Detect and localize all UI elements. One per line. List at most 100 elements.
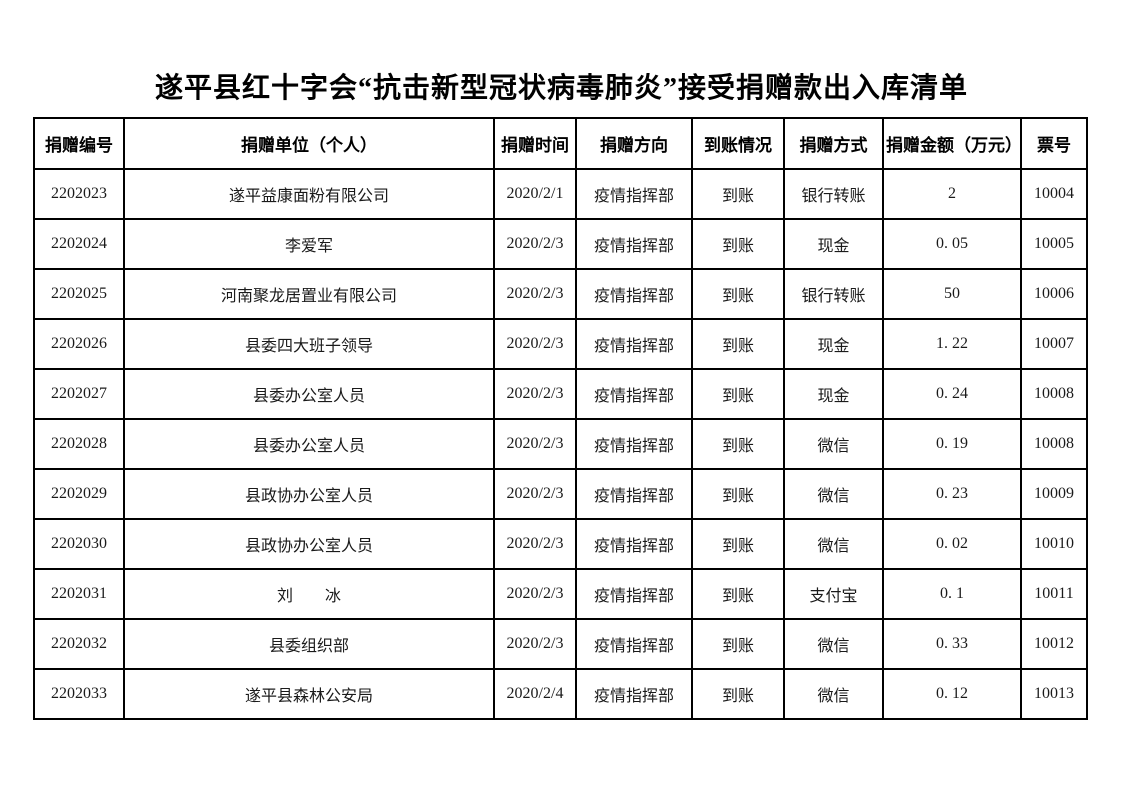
- cell-donation-id: 2202033: [33, 668, 125, 720]
- cell-direction: 疫情指挥部: [575, 568, 693, 620]
- cell-ticket-no: 10009: [1020, 468, 1088, 520]
- cell-donation-id: 2202025: [33, 268, 125, 320]
- cell-donation-date: 2020/2/3: [493, 468, 577, 520]
- cell-ticket-no: 10007: [1020, 318, 1088, 370]
- cell-amount: 0. 23: [882, 468, 1022, 520]
- cell-direction: 疫情指挥部: [575, 468, 693, 520]
- cell-arrival-status: 到账: [691, 268, 785, 320]
- cell-method: 微信: [783, 518, 884, 570]
- cell-direction: 疫情指挥部: [575, 668, 693, 720]
- cell-donation-id: 2202030: [33, 518, 125, 570]
- cell-method: 现金: [783, 218, 884, 270]
- cell-donation-date: 2020/2/3: [493, 618, 577, 670]
- cell-direction: 疫情指挥部: [575, 168, 693, 220]
- cell-donor: 河南聚龙居置业有限公司: [123, 268, 495, 320]
- cell-method: 现金: [783, 368, 884, 420]
- cell-donor: 县委四大班子领导: [123, 318, 495, 370]
- cell-donation-id: 2202032: [33, 618, 125, 670]
- header-row: 捐赠编号 捐赠单位（个人） 捐赠时间 捐赠方向 到账情况 捐赠方式 捐赠金额（万元） 票号: [33, 117, 1088, 170]
- cell-arrival-status: 到账: [691, 518, 785, 570]
- cell-ticket-no: 10008: [1020, 368, 1088, 420]
- cell-ticket-no: 10008: [1020, 418, 1088, 470]
- table-row: 2202024 李爱军 2020/2/3 疫情指挥部 到账 现金 0. 05 10005: [33, 218, 1088, 270]
- column-header-amount: 捐赠金额（万元）: [882, 117, 1022, 170]
- cell-donor: 刘 冰: [123, 568, 495, 620]
- table-row: 2202023 遂平益康面粉有限公司 2020/2/1 疫情指挥部 到账 银行转账 2 100…: [33, 168, 1088, 220]
- cell-method: 微信: [783, 618, 884, 670]
- cell-amount: 0. 05: [882, 218, 1022, 270]
- cell-donation-date: 2020/2/3: [493, 568, 577, 620]
- cell-ticket-no: 10010: [1020, 518, 1088, 570]
- cell-ticket-no: 10005: [1020, 218, 1088, 270]
- cell-arrival-status: 到账: [691, 568, 785, 620]
- cell-direction: 疫情指挥部: [575, 368, 693, 420]
- cell-amount: 0. 12: [882, 668, 1022, 720]
- table-row: 2202027 县委办公室人员 2020/2/3 疫情指挥部 到账 现金 0. 24 1000…: [33, 368, 1088, 420]
- column-header-donor: 捐赠单位（个人）: [123, 117, 495, 170]
- column-header-arrival-status: 到账情况: [691, 117, 785, 170]
- cell-amount: 0. 24: [882, 368, 1022, 420]
- cell-amount: 1. 22: [882, 318, 1022, 370]
- cell-amount: 2: [882, 168, 1022, 220]
- cell-donation-date: 2020/2/3: [493, 318, 577, 370]
- table-row: 2202030 县政协办公室人员 2020/2/3 疫情指挥部 到账 微信 0. 02 100…: [33, 518, 1088, 570]
- cell-donor: 县政协办公室人员: [123, 468, 495, 520]
- cell-donation-id: 2202028: [33, 418, 125, 470]
- column-header-donation-date: 捐赠时间: [493, 117, 577, 170]
- cell-direction: 疫情指挥部: [575, 268, 693, 320]
- cell-donor: 遂平益康面粉有限公司: [123, 168, 495, 220]
- cell-amount: 0. 02: [882, 518, 1022, 570]
- table-row: 2202033 遂平县森林公安局 2020/2/4 疫情指挥部 到账 微信 0. 12 100…: [33, 668, 1088, 720]
- cell-arrival-status: 到账: [691, 218, 785, 270]
- cell-ticket-no: 10004: [1020, 168, 1088, 220]
- cell-amount: 0. 1: [882, 568, 1022, 620]
- cell-method: 银行转账: [783, 268, 884, 320]
- cell-method: 支付宝: [783, 568, 884, 620]
- cell-arrival-status: 到账: [691, 168, 785, 220]
- cell-arrival-status: 到账: [691, 418, 785, 470]
- cell-donation-id: 2202027: [33, 368, 125, 420]
- cell-amount: 0. 19: [882, 418, 1022, 470]
- cell-donation-date: 2020/2/3: [493, 268, 577, 320]
- table-header: 捐赠编号 捐赠单位（个人） 捐赠时间 捐赠方向 到账情况 捐赠方式 捐赠金额（万元） 票号: [33, 117, 1088, 170]
- column-header-ticket-no: 票号: [1020, 117, 1088, 170]
- cell-donor: 县委办公室人员: [123, 368, 495, 420]
- cell-direction: 疫情指挥部: [575, 418, 693, 470]
- table-row: 2202028 县委办公室人员 2020/2/3 疫情指挥部 到账 微信 0. 19 1000…: [33, 418, 1088, 470]
- cell-method: 现金: [783, 318, 884, 370]
- cell-ticket-no: 10013: [1020, 668, 1088, 720]
- cell-direction: 疫情指挥部: [575, 318, 693, 370]
- cell-donation-id: 2202023: [33, 168, 125, 220]
- table-body: 2202023 遂平益康面粉有限公司 2020/2/1 疫情指挥部 到账 银行转账 2 100…: [33, 168, 1088, 720]
- column-header-method: 捐赠方式: [783, 117, 884, 170]
- cell-donation-date: 2020/2/3: [493, 418, 577, 470]
- cell-donor: 县政协办公室人员: [123, 518, 495, 570]
- cell-arrival-status: 到账: [691, 368, 785, 420]
- cell-donor: 遂平县森林公安局: [123, 668, 495, 720]
- table-row: 2202029 县政协办公室人员 2020/2/3 疫情指挥部 到账 微信 0. 23 100…: [33, 468, 1088, 520]
- cell-direction: 疫情指挥部: [575, 618, 693, 670]
- cell-donor: 李爱军: [123, 218, 495, 270]
- cell-arrival-status: 到账: [691, 468, 785, 520]
- cell-method: 微信: [783, 668, 884, 720]
- page-title: 遂平县红十字会“抗击新型冠状病毒肺炎”接受捐赠款出入库清单: [154, 73, 968, 104]
- cell-donor: 县委办公室人员: [123, 418, 495, 470]
- cell-donation-id: 2202031: [33, 568, 125, 620]
- cell-ticket-no: 10012: [1020, 618, 1088, 670]
- cell-arrival-status: 到账: [691, 318, 785, 370]
- donation-ledger-table: 捐赠编号 捐赠单位（个人） 捐赠时间 捐赠方向 到账情况 捐赠方式 捐赠金额（万元） 票号 2…: [33, 117, 1088, 720]
- cell-donor: 县委组织部: [123, 618, 495, 670]
- cell-ticket-no: 10006: [1020, 268, 1088, 320]
- table-row: 2202025 河南聚龙居置业有限公司 2020/2/3 疫情指挥部 到账 银行转账 50 1…: [33, 268, 1088, 320]
- cell-donation-id: 2202024: [33, 218, 125, 270]
- table-row: 2202026 县委四大班子领导 2020/2/3 疫情指挥部 到账 现金 1. 22 100…: [33, 318, 1088, 370]
- cell-method: 微信: [783, 418, 884, 470]
- cell-donation-date: 2020/2/3: [493, 368, 577, 420]
- cell-donation-date: 2020/2/1: [493, 168, 577, 220]
- cell-amount: 50: [882, 268, 1022, 320]
- cell-ticket-no: 10011: [1020, 568, 1088, 620]
- table-row: 2202031 刘 冰 2020/2/3 疫情指挥部 到账 支付宝 0. 1 10011: [33, 568, 1088, 620]
- cell-direction: 疫情指挥部: [575, 518, 693, 570]
- cell-direction: 疫情指挥部: [575, 218, 693, 270]
- cell-arrival-status: 到账: [691, 618, 785, 670]
